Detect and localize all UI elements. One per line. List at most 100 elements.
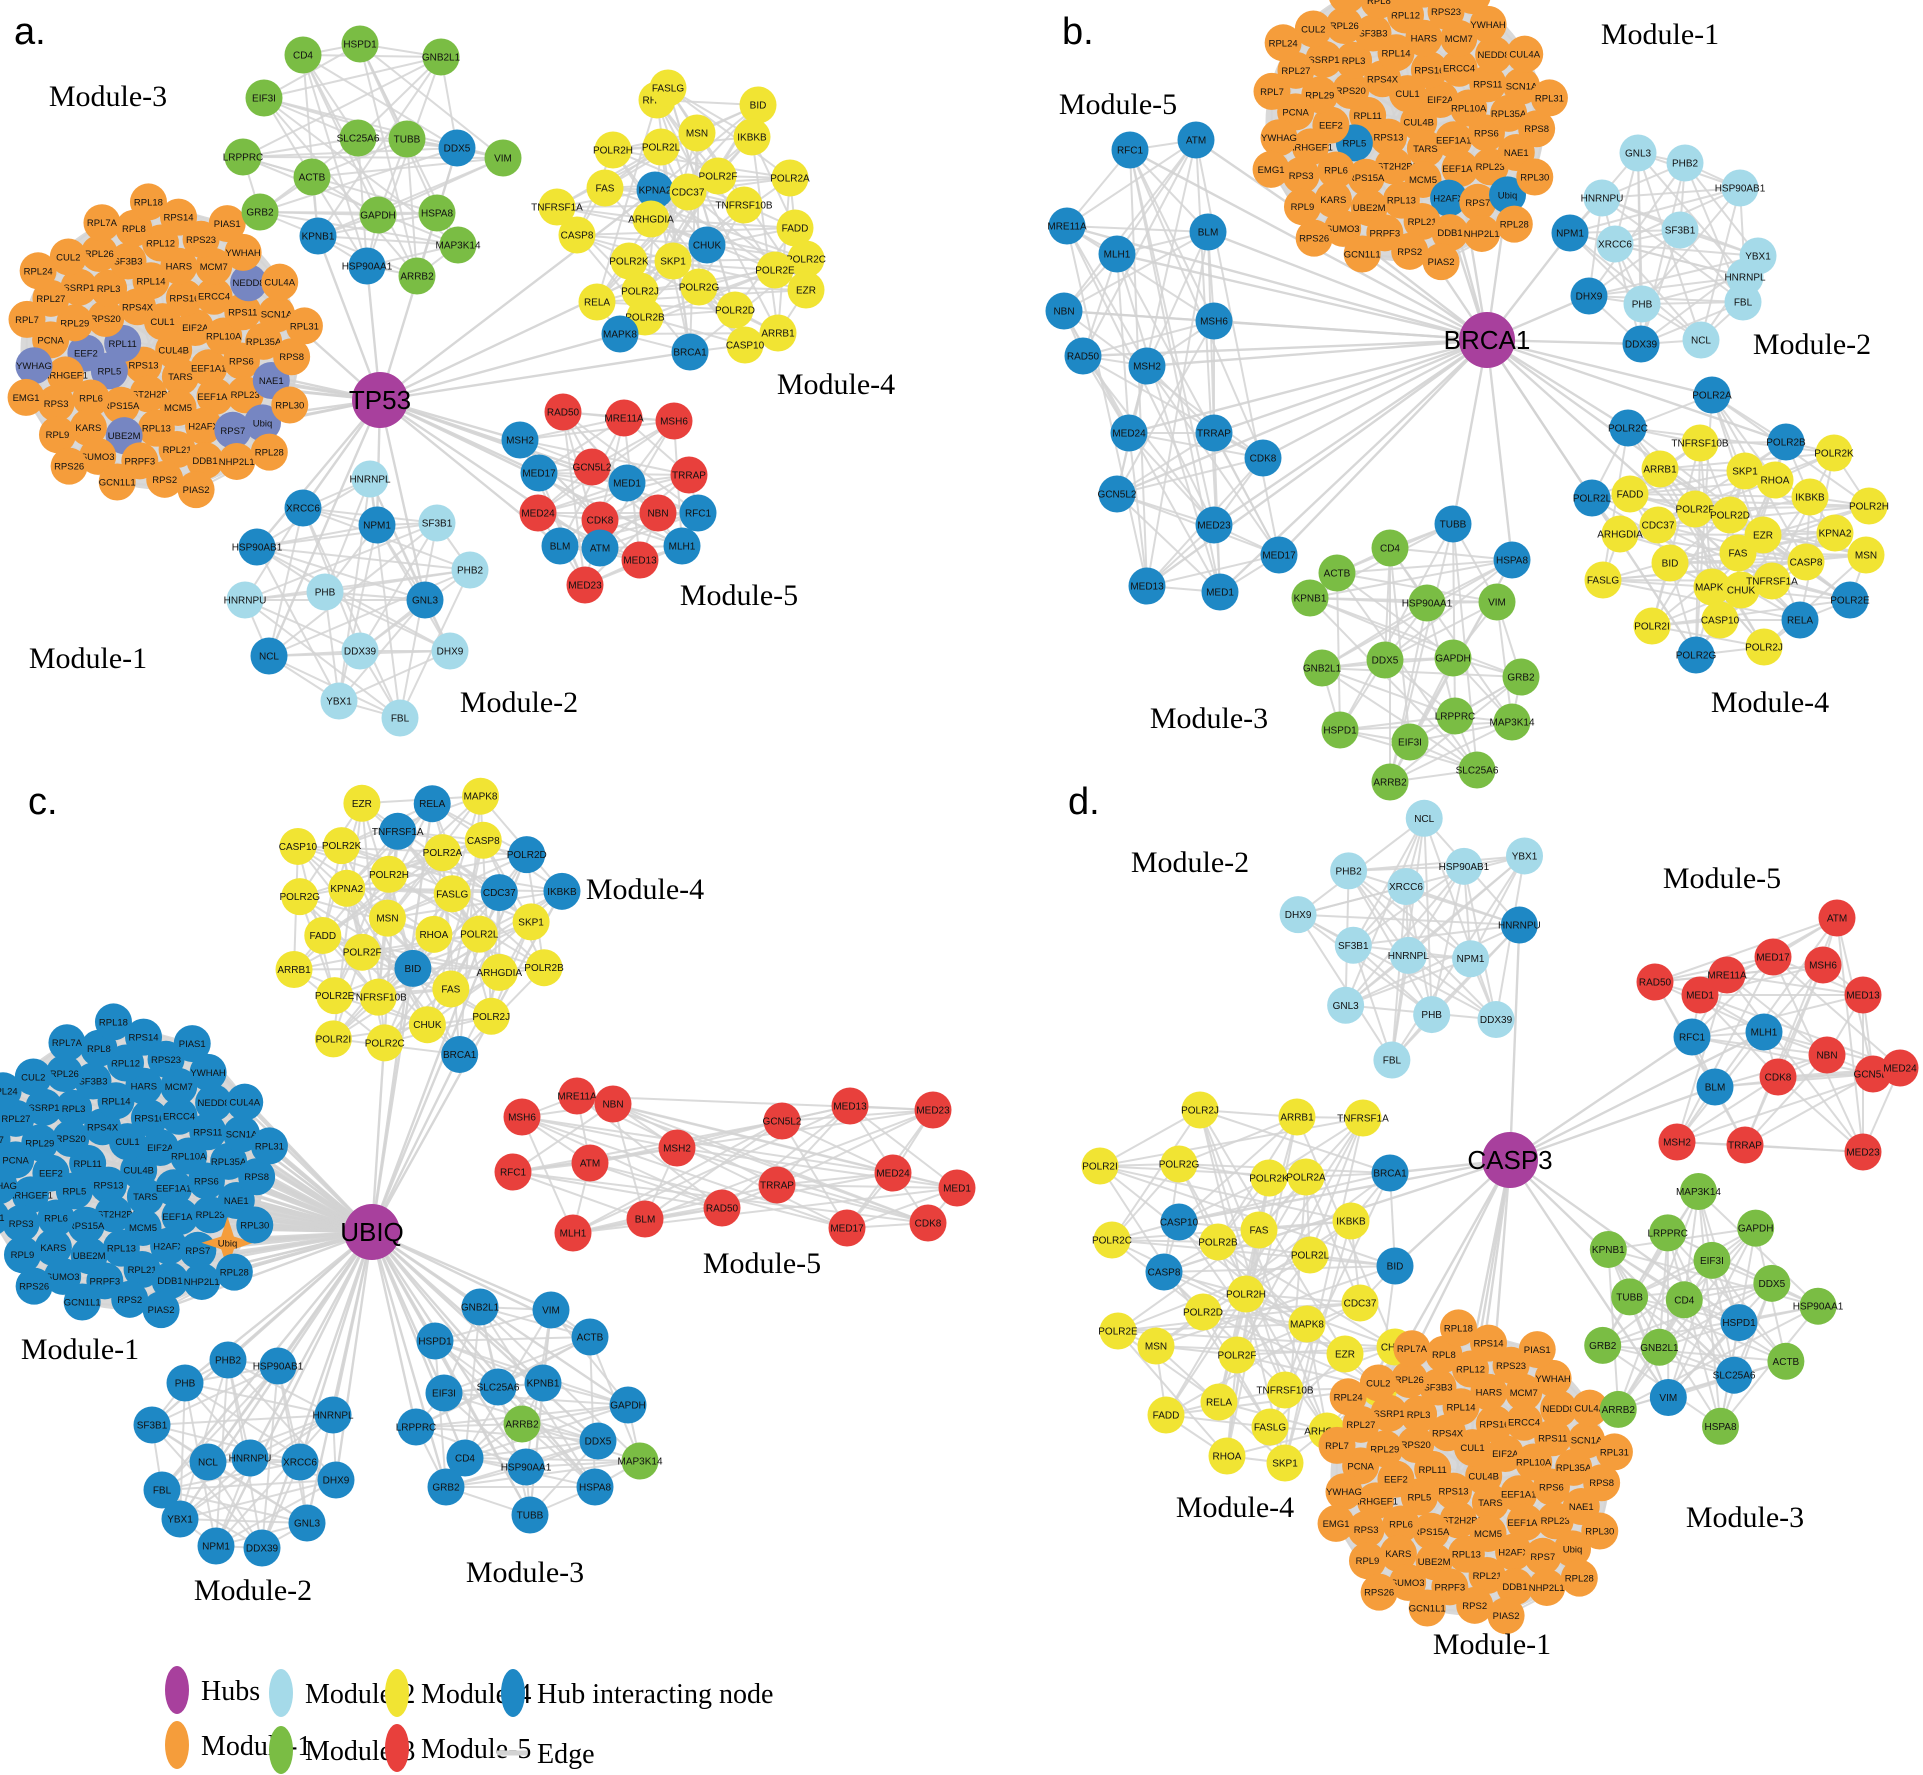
edge <box>268 569 471 657</box>
node-label: ERCC4 <box>1508 1418 1540 1429</box>
network-node <box>1599 1390 1637 1428</box>
network-node <box>348 247 386 285</box>
edge <box>406 138 418 277</box>
network-node <box>1673 1018 1711 1056</box>
network-node <box>1110 414 1148 452</box>
network-node <box>571 1144 609 1182</box>
network-node <box>146 460 184 498</box>
network-node <box>397 1408 435 1446</box>
edge <box>1082 355 1264 459</box>
network-node <box>1696 1068 1734 1106</box>
node-label: RPS6 <box>194 1176 219 1187</box>
network-node <box>1360 0 1398 19</box>
network-node <box>1343 235 1381 273</box>
hub-edge <box>371 1231 596 1488</box>
network-node <box>1753 562 1791 600</box>
network-node <box>1756 461 1794 499</box>
network-node <box>1463 214 1501 252</box>
network-node <box>484 139 522 177</box>
network-node <box>1291 1236 1329 1274</box>
node-label: EIF2A <box>182 323 209 334</box>
network-node <box>763 1102 801 1140</box>
legend-label: Module-1 <box>201 1731 311 1762</box>
network-node <box>594 1085 632 1123</box>
edge <box>1676 974 1728 1143</box>
network-node <box>671 333 709 371</box>
node-label: RPS13 <box>1438 1487 1468 1498</box>
node-label: RPL26 <box>1330 21 1359 32</box>
network-node <box>581 501 619 539</box>
network-node <box>1506 837 1544 875</box>
node-label: SCN1A <box>261 310 293 321</box>
node-label: RPL31 <box>1600 1447 1629 1458</box>
node-label: EIF2A <box>1427 95 1454 106</box>
network-node <box>359 196 397 234</box>
hub-edge <box>370 803 434 1233</box>
network-node <box>1445 847 1483 885</box>
edge <box>449 840 485 990</box>
node-label: YWHAG <box>1326 1487 1362 1498</box>
network-node <box>1335 41 1373 79</box>
edge <box>1217 1241 1396 1348</box>
node-label: ERCC4 <box>198 292 230 303</box>
node-label: RPL5 <box>62 1186 86 1197</box>
network-node <box>238 1158 276 1196</box>
network-node <box>1325 1473 1363 1511</box>
network-node <box>359 978 397 1016</box>
network-node <box>1260 119 1298 157</box>
hub-edge <box>207 1231 373 1463</box>
node-label: TARS <box>1413 144 1438 155</box>
edge <box>1691 1036 1874 1075</box>
node-label: RPS4X <box>1432 1428 1464 1439</box>
network-node <box>520 454 558 492</box>
edge <box>244 522 438 601</box>
panel-letter: b. <box>1062 11 1094 53</box>
hub-node <box>352 372 408 428</box>
node-label: RPS8 <box>244 1172 269 1183</box>
node-label: RPL6 <box>44 1213 68 1224</box>
edge <box>781 1120 848 1229</box>
edge <box>1165 1302 1361 1416</box>
network-node <box>571 1318 609 1356</box>
network-node <box>1412 1512 1450 1550</box>
node-label: EEF1A1 <box>1436 135 1471 146</box>
node-label: PRPF3 <box>1370 228 1401 239</box>
network-node <box>79 437 117 475</box>
network-node <box>1408 584 1446 622</box>
node-label: GCN1L1 <box>99 477 136 488</box>
edge <box>1309 597 1498 603</box>
network-node <box>214 411 252 449</box>
module-label: Module-3 <box>49 80 167 113</box>
edge <box>1726 974 1828 1056</box>
network-node <box>422 38 460 76</box>
node-label: PIAS2 <box>183 485 210 496</box>
edge <box>512 1103 614 1173</box>
network-node <box>129 183 167 221</box>
network-node <box>1831 581 1869 619</box>
network-node <box>576 1468 614 1506</box>
network-node <box>1189 213 1227 251</box>
node-label: RPS11 <box>1538 1433 1567 1444</box>
network-node <box>48 1024 86 1062</box>
network-node <box>1332 72 1370 110</box>
network-node <box>316 977 354 1015</box>
edge <box>1178 1116 1298 1165</box>
node-label: RPS2 <box>1397 247 1422 258</box>
network-node <box>244 404 282 442</box>
network-node <box>284 36 322 74</box>
node-label: RPS26 <box>1299 234 1329 245</box>
network-node <box>226 581 264 619</box>
network-node <box>1640 1328 1678 1366</box>
network-node <box>1584 561 1622 599</box>
network-node <box>1294 10 1332 48</box>
node-label: RPL30 <box>240 1221 269 1232</box>
node-label: RPL10A <box>1516 1458 1552 1469</box>
node-label: PRPF3 <box>125 456 156 467</box>
hub-edge <box>379 189 656 401</box>
network-node <box>209 1341 247 1379</box>
network-node <box>90 269 128 307</box>
node-label: RPL21 <box>163 445 192 456</box>
edge <box>298 895 380 998</box>
node-label: RPS15A <box>1348 173 1385 184</box>
network-node <box>351 460 389 498</box>
